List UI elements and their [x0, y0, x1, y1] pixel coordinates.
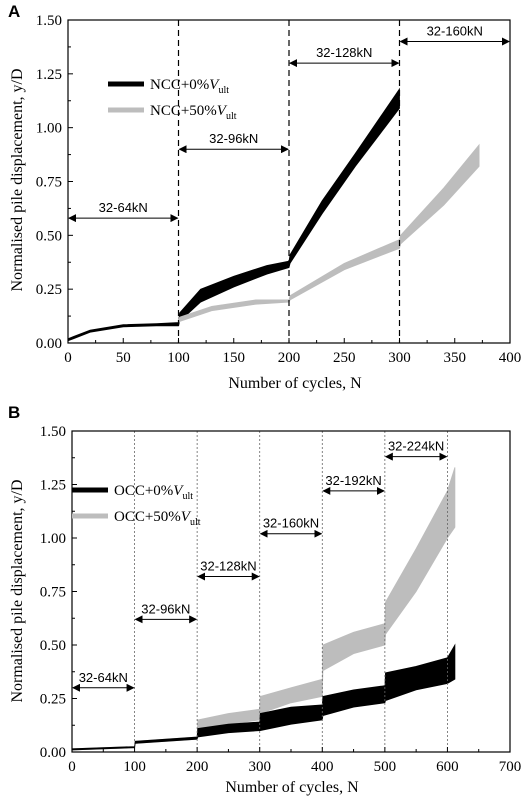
panel-a-y-tick-label: 0.50 [36, 228, 62, 244]
panel-b-stage-label: 32-160kN [263, 516, 319, 531]
panel-a-y-tick-label: 1.00 [36, 121, 62, 137]
panel-a-y-tick-label: 1.25 [36, 67, 62, 83]
panel-a-y-tick-label: 1.50 [36, 13, 62, 29]
panel-a-x-tick-label: 300 [388, 350, 411, 366]
panel-b-stage-label: 32-128kN [200, 559, 256, 574]
panel-b-x-tick-label: 400 [311, 759, 334, 775]
panel-a-y-tick-label: 0.25 [36, 282, 62, 298]
panel-a-stage-label: 32-64kN [99, 200, 148, 215]
panel-a-x-tick-label: 350 [444, 350, 467, 366]
panel-b-y-tick-label: 0.50 [40, 638, 66, 654]
panel-b-y-tick-label: 0.25 [40, 692, 66, 708]
panel-a-x-axis-title: Number of cycles, N [228, 375, 362, 392]
panel-b-x-tick-label: 200 [186, 759, 209, 775]
panel-a-x-tick-label: 50 [116, 350, 131, 366]
panel-b-plot-area: 32-64kN 32-96kN 32-128kN 32-160kN 32-192kN 32… [40, 424, 522, 775]
panel-b-stage-label: 32-224kN [388, 439, 444, 454]
panel-a-x-tick-label: 250 [333, 350, 356, 366]
panel-b-y-axis-title: Normalised pile displacement, y/D [9, 479, 26, 702]
panel-b-y-tick-label: 1.50 [40, 424, 66, 440]
panel-b-axes-frame [71, 430, 511, 753]
panel-b-legend-label: OCC+0%Vult [114, 483, 193, 502]
panel-b-chart: B 32-64kN 32-96kN 32-128kN 32-160kN 32-192kN… [8, 403, 521, 796]
panel-a-plot-area: 32-64kN 32-96kN 32-128kN 32-160kN 0 50 100 150 2… [36, 13, 522, 366]
panel-a-stage-label: 32-96kN [209, 131, 258, 146]
panel-b-x-tick-label: 700 [499, 759, 522, 775]
panel-a-series-band-2 [178, 143, 480, 324]
panel-b-y-tick-label: 1.00 [40, 531, 66, 547]
panel-b-y-tick-label: 0.75 [40, 585, 66, 601]
panel-a-legend-label: NCC+50%Vult [150, 103, 237, 122]
panel-b-series-band-2 [71, 643, 456, 751]
panel-b-x-tick-label: 500 [374, 759, 397, 775]
panel-a-x-tick-label: 200 [278, 350, 301, 366]
panel-a-x-tick-label: 0 [64, 350, 72, 366]
panel-a-y-tick-label: 0.75 [36, 175, 62, 191]
panel-a-legend-label: NCC+0%Vult [150, 77, 229, 96]
panel-b-x-tick-label: 100 [123, 759, 146, 775]
panel-b-stage-label: 32-192kN [325, 473, 381, 488]
panel-b-y-tick-label: 0.00 [40, 745, 66, 761]
panel-a-y-tick-label: 0.00 [36, 336, 62, 352]
panel-b-y-tick-label: 1.25 [40, 478, 66, 494]
panel-b-stage-label: 32-64kN [79, 670, 128, 685]
panel-a-x-tick-label: 400 [499, 350, 522, 366]
panel-a-stage-label: 32-160kN [427, 24, 483, 39]
panel-a-letter: A [8, 2, 20, 21]
panel-b-legend-label: OCC+50%Vult [114, 509, 201, 528]
panel-a-y-axis-title: Normalised pile displacement, y/D [9, 68, 26, 291]
panel-b-stage-label: 32-96kN [141, 601, 190, 616]
panel-b-x-axis-title: Number of cycles, N [225, 779, 359, 796]
panel-a-x-tick-label: 150 [223, 350, 246, 366]
panel-a-x-tick-label: 100 [167, 350, 190, 366]
panel-b-x-tick-label: 300 [248, 759, 271, 775]
panel-a-chart: A 32-64kN 32-96kN 32-128kN 32-160kN 0 50 100 15… [8, 2, 521, 392]
panel-b-x-tick-label: 600 [436, 759, 459, 775]
panel-b-x-tick-label: 0 [68, 759, 76, 775]
panel-b-letter: B [8, 403, 20, 422]
panel-a-stage-label: 32-128kN [316, 45, 372, 60]
